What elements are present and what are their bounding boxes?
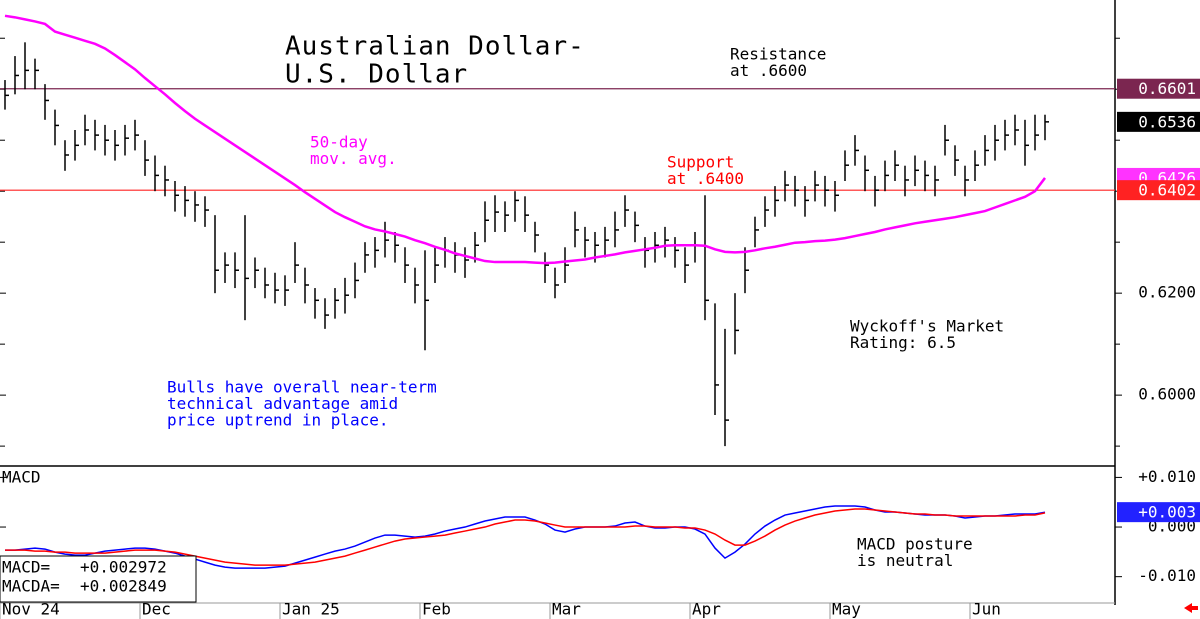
chart-title: Australian Dollar- — [285, 32, 585, 62]
annotation: at .6600 — [730, 61, 807, 80]
x-tick-label: Nov 24 — [2, 600, 60, 619]
price-tag — [1117, 78, 1200, 99]
annotation: Bulls have overall near-term — [167, 378, 437, 397]
x-tick-label: Dec — [142, 600, 171, 619]
annotation: technical advantage amid — [167, 394, 398, 413]
y-tick-label: 0.6200 — [1138, 283, 1196, 302]
price-tag-label: 0.6536 — [1138, 112, 1196, 131]
annotation: Rating: 6.5 — [850, 333, 956, 352]
x-tick-label: Mar — [552, 600, 581, 619]
chart-title: U.S. Dollar — [285, 60, 468, 90]
annotation: mov. avg. — [310, 149, 397, 168]
legend-value: +0.002849 — [80, 577, 167, 596]
x-tick-label: Jun — [972, 600, 1001, 619]
price-tag-label: 0.6601 — [1138, 79, 1196, 98]
annotation: 50-day — [310, 133, 368, 152]
annotation: Resistance — [730, 45, 826, 64]
legend-name: MACDA= — [2, 577, 60, 596]
x-tick-label: Jan 25 — [282, 600, 340, 619]
price-tag — [1117, 111, 1200, 132]
macd-line — [5, 508, 1046, 566]
annotation: MACD posture — [857, 535, 973, 554]
annotation: Wyckoff's Market — [850, 317, 1004, 336]
moving-average — [4, 14, 1046, 265]
price-tag-label: +0.003 — [1138, 503, 1196, 522]
x-tick-label: Feb — [422, 600, 451, 619]
y-tick-label: -0.010 — [1138, 566, 1196, 585]
annotation: Support — [667, 153, 734, 172]
price-tag — [1117, 502, 1200, 523]
legend-name: MACD= — [2, 558, 50, 577]
annotation: is neutral — [857, 551, 953, 570]
legend-value: +0.002972 — [80, 558, 167, 577]
panel-title: MACD — [2, 468, 41, 487]
x-tick-label: Apr — [692, 600, 721, 619]
legend — [0, 555, 197, 603]
price-tag — [1117, 180, 1200, 201]
annotation: price uptrend in place. — [167, 411, 389, 430]
price-tag-label: 0.6402 — [1138, 181, 1196, 200]
y-tick-label: 0.6000 — [1138, 385, 1196, 404]
x-tick-label: May — [832, 600, 861, 619]
annotation: at .6400 — [667, 169, 744, 188]
scroll-arrow[interactable] — [1184, 603, 1198, 613]
y-tick-label: +0.010 — [1138, 467, 1196, 486]
